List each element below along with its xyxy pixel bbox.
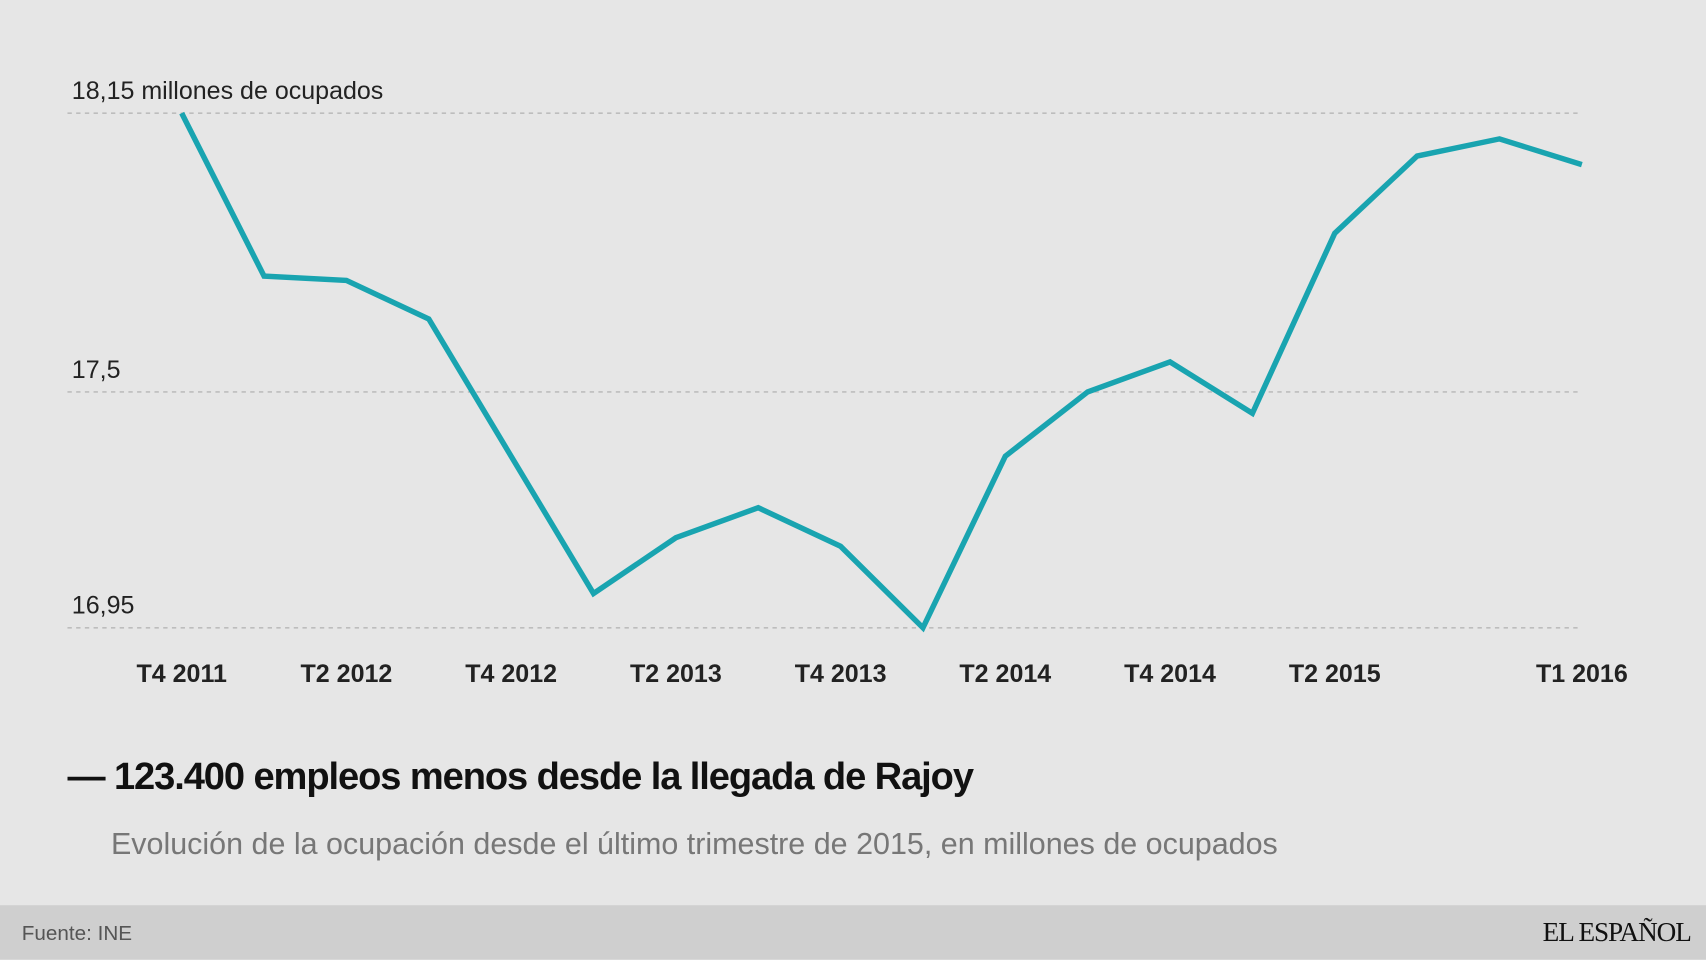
chart-subtitle: Evolución de la ocupación desde el últim… bbox=[110, 826, 1278, 861]
x-tick-label: T4 2012 bbox=[465, 660, 557, 688]
x-tick-label: T2 2013 bbox=[630, 660, 722, 688]
el-espanol-logo: EL ESPAÑOL bbox=[1542, 918, 1692, 948]
chart-title: — 123.400 empleos menos desde la llegada… bbox=[67, 755, 974, 798]
y-tick-label: 18,15 millones de ocupados bbox=[72, 77, 384, 105]
x-tick-label: T2 2015 bbox=[1289, 660, 1381, 688]
line-chart: 18,15 millones de ocupados 17,5 16,95 T4 20… bbox=[67, 77, 1628, 688]
y-tick-label: 17,5 bbox=[72, 356, 121, 384]
y-tick-label: 16,95 bbox=[72, 592, 135, 620]
x-tick-label: T4 2014 bbox=[1124, 660, 1216, 688]
x-tick-label: T2 2014 bbox=[959, 660, 1051, 688]
x-tick-label: T2 2012 bbox=[301, 660, 393, 688]
series-line bbox=[179, 111, 1583, 633]
source-label: Fuente: INE bbox=[21, 922, 133, 946]
footer: Fuente: INE EL ESPAÑOL bbox=[0, 905, 1706, 960]
x-tick-label: T1 2016 bbox=[1536, 660, 1628, 688]
x-tick-label: T4 2013 bbox=[795, 660, 887, 688]
x-tick-label: T4 2011 bbox=[136, 660, 227, 688]
